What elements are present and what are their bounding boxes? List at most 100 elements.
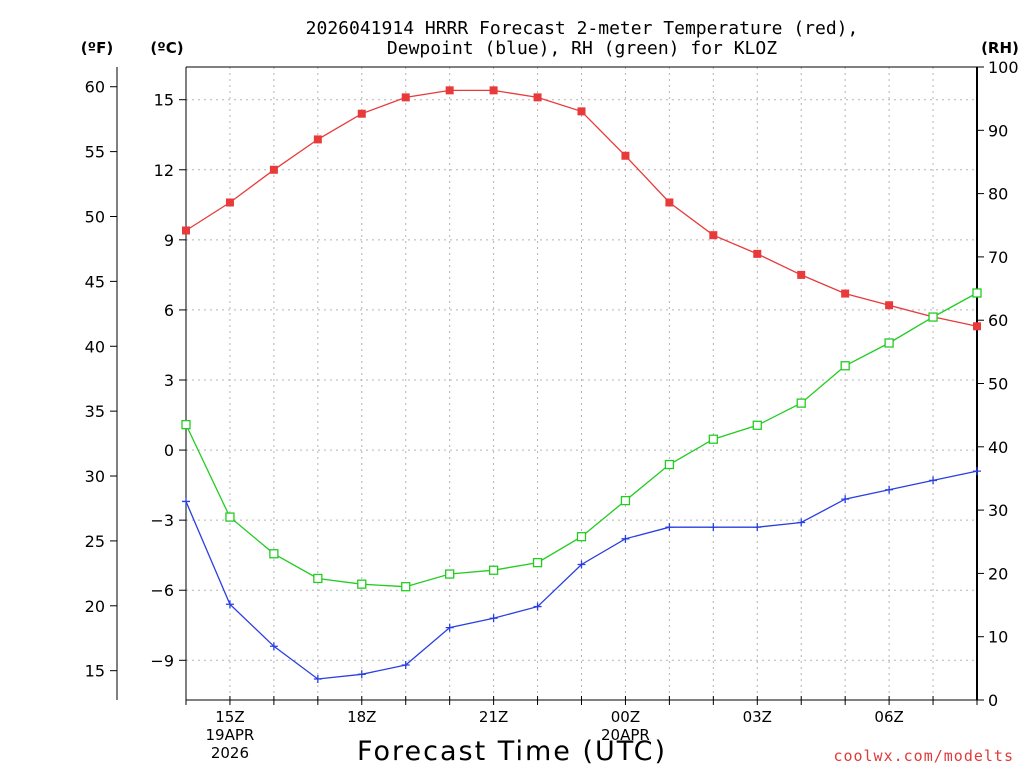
temperature-point — [665, 198, 674, 207]
temperature-point — [445, 86, 454, 95]
grid-lines — [185, 67, 978, 700]
temperature-point — [533, 93, 542, 102]
credit-text: coolwx.com/modelts — [833, 747, 1014, 765]
chart-title-line-1: 2026041914 HRRR Forecast 2-meter Tempera… — [306, 18, 859, 39]
rh-point — [840, 361, 850, 371]
dewpoint-point — [269, 642, 278, 651]
rh-point — [752, 420, 762, 430]
temperature-point — [225, 198, 234, 207]
fahrenheit-tick-label: 60 — [85, 78, 105, 97]
dewpoint-point — [577, 560, 586, 569]
x-tick-label: 21Z — [479, 708, 508, 726]
dewpoint-point — [929, 476, 938, 485]
dewpoint-point — [797, 518, 806, 527]
rh-point — [225, 512, 235, 522]
chart-title: 2026041914 HRRR Forecast 2-meter Tempera… — [306, 18, 859, 59]
x-tick-label: 00Z — [611, 708, 640, 726]
temperature-point — [753, 249, 762, 258]
dewpoint-point — [841, 495, 850, 504]
temperature-point — [841, 289, 850, 298]
rh-point — [884, 338, 894, 348]
x-tick-label: 15Z — [215, 708, 244, 726]
fahrenheit-tick-label: 25 — [85, 532, 105, 551]
temperature-point — [269, 165, 278, 174]
fahrenheit-tick-label: 30 — [85, 467, 105, 486]
rh-tick-label: 60 — [988, 311, 1008, 330]
dewpoint-point — [665, 523, 674, 532]
rh-point — [269, 549, 279, 559]
rh-point — [972, 288, 982, 298]
x-tick-label: 03Z — [743, 708, 772, 726]
celsius-tick-label: 3 — [164, 371, 174, 390]
dewpoint-point — [225, 600, 234, 609]
rh-point — [313, 573, 323, 584]
rh-tick-label: 10 — [988, 628, 1008, 647]
fahrenheit-tick-label: 40 — [85, 337, 105, 356]
fahrenheit-tick-label: 55 — [85, 143, 105, 162]
rh-tick-label: 40 — [988, 438, 1008, 457]
axes — [110, 66, 984, 705]
rh-tick-label: 90 — [988, 121, 1008, 140]
data-series — [181, 86, 982, 683]
x-tick-label: 2026 — [211, 744, 249, 762]
temperature-point — [577, 107, 586, 116]
rh-unit-label: (RH) — [981, 39, 1019, 57]
dewpoint-point — [445, 623, 454, 632]
dewpoint-point — [533, 602, 542, 611]
temperature-point — [621, 151, 630, 160]
rh-tick-label: 80 — [988, 185, 1008, 204]
rh-point — [401, 582, 411, 592]
x-tick-label: 18Z — [347, 708, 376, 726]
celsius-tick-label: 0 — [164, 441, 174, 460]
celsius-tick-label: −3 — [150, 511, 174, 530]
rh-tick-label: 50 — [988, 375, 1008, 394]
rh-point — [532, 557, 543, 568]
dewpoint-series-line — [185, 470, 978, 680]
dewpoint-point — [401, 660, 410, 669]
dewpoint-point — [621, 534, 630, 543]
celsius-tick-label: 6 — [164, 301, 174, 320]
dewpoint-point — [313, 674, 322, 683]
rh-point — [576, 532, 587, 542]
dewpoint-point — [753, 523, 762, 532]
temperature-point — [973, 322, 981, 331]
rh-tick-label: 70 — [988, 248, 1008, 267]
fahrenheit-tick-label: 35 — [85, 402, 105, 421]
temperature-point — [489, 86, 498, 95]
rh-point — [928, 312, 938, 322]
rh-tick-label: 20 — [988, 564, 1008, 583]
chart-title-line-2: Dewpoint (blue), RH (green) for KLOZ — [387, 38, 777, 59]
rh-tick-label: 100 — [988, 58, 1019, 77]
rh-point — [488, 565, 499, 575]
celsius-tick-label: 12 — [154, 161, 174, 180]
temperature-point — [797, 270, 806, 279]
rh-point — [620, 495, 631, 506]
fahrenheit-tick-label: 45 — [85, 272, 105, 291]
rh-tick-label: 30 — [988, 501, 1008, 520]
rh-tick-label: 0 — [988, 691, 998, 710]
fahrenheit-tick-label: 20 — [85, 597, 105, 616]
temperature-point — [357, 109, 366, 118]
dewpoint-point — [973, 467, 981, 476]
x-axis-label: Forecast Time (UTC) — [357, 736, 667, 767]
temperature-point — [885, 301, 894, 310]
fahrenheit-tick-label: 50 — [85, 207, 105, 226]
celsius-tick-label: −6 — [150, 581, 174, 600]
dewpoint-point — [182, 497, 190, 506]
dewpoint-point — [489, 614, 498, 623]
celsius-tick-label: 15 — [154, 91, 174, 110]
tick-labels: −9 −6 −3 0 3 6 9 12 15 15 20 25 30 35 40 45 50 55 60 0 10 20 3… — [85, 58, 1019, 762]
dewpoint-point — [709, 523, 718, 532]
rh-point — [445, 569, 455, 579]
x-tick-label: 06Z — [874, 708, 903, 726]
fahrenheit-unit-label: (ºF) — [81, 39, 113, 57]
dewpoint-point — [357, 670, 366, 679]
celsius-unit-label: (ºC) — [150, 39, 183, 57]
temperature-point — [709, 231, 718, 240]
rh-point — [796, 398, 806, 408]
rh-point — [708, 434, 718, 444]
celsius-tick-label: 9 — [164, 231, 174, 250]
fahrenheit-tick-label: 15 — [85, 662, 105, 681]
temperature-point — [401, 93, 410, 102]
